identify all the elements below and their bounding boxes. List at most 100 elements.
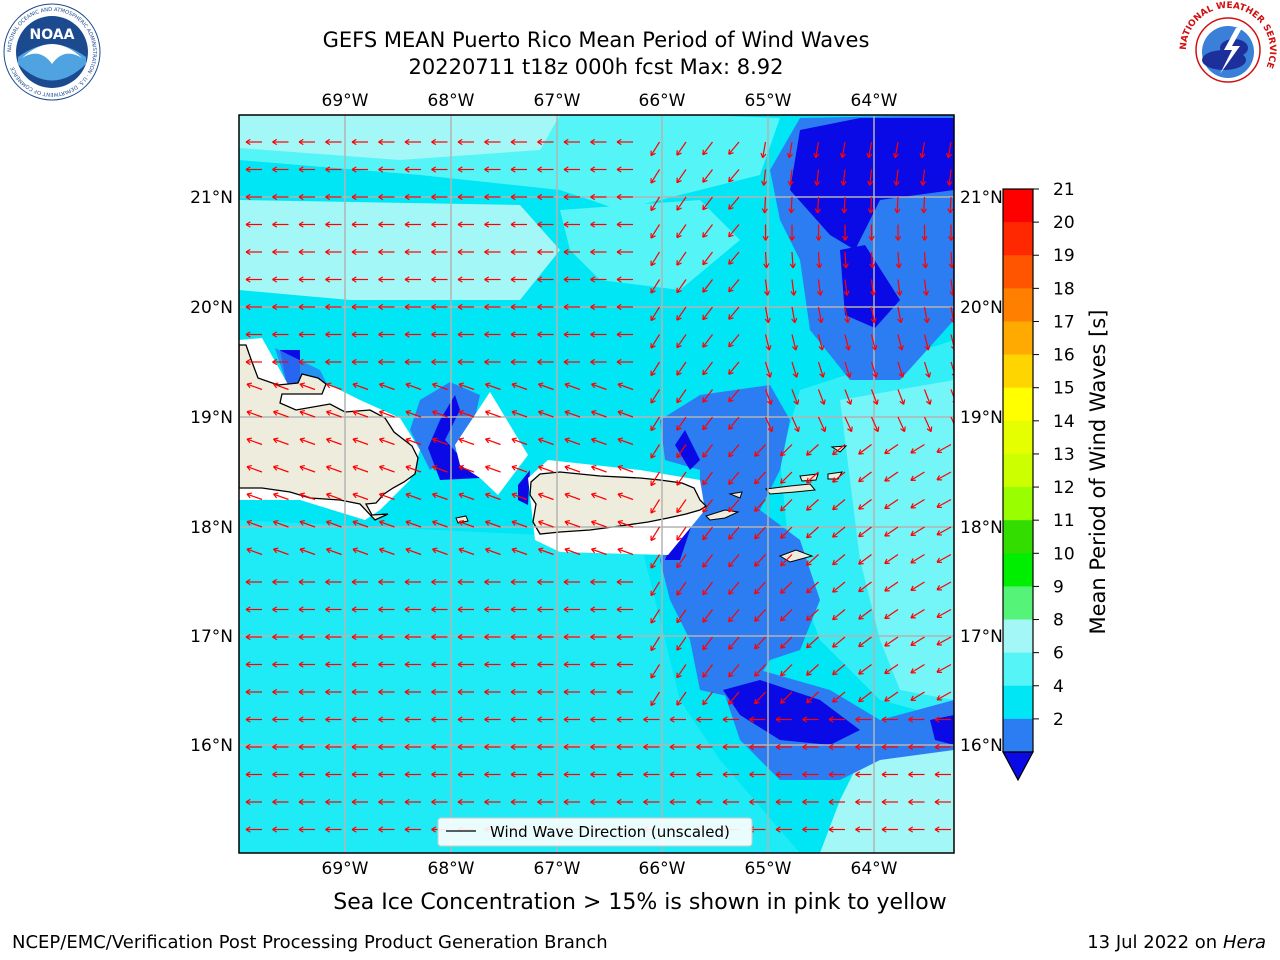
longitude-label-top: 65°W xyxy=(745,91,792,111)
wave-direction-arrowhead xyxy=(754,533,760,540)
wave-direction-arrow xyxy=(844,334,850,351)
wave-direction-arrowhead xyxy=(819,399,826,405)
wave-direction-arrow xyxy=(832,444,846,456)
wave-direction-arrowhead xyxy=(272,409,279,416)
wave-direction-arrow xyxy=(764,416,773,432)
wave-direction-arrowhead xyxy=(457,358,463,366)
wave-direction-arrowhead xyxy=(351,771,357,778)
wave-direction-arrowhead xyxy=(650,150,656,157)
wave-direction-arrowhead xyxy=(511,492,517,499)
wave-direction-arrowhead xyxy=(922,290,930,296)
wave-direction-arrowhead xyxy=(298,771,304,778)
wave-direction-arrow xyxy=(326,548,342,556)
wave-direction-arrow xyxy=(948,169,952,186)
wave-direction-arrowhead xyxy=(272,248,278,256)
wave-direction-arrowhead xyxy=(351,331,357,338)
wave-direction-arrowhead xyxy=(484,464,491,471)
wave-direction-arrow xyxy=(780,691,793,704)
latitude-labels-left: 21°N 20°N 19°N 18°N 17°N 16°N xyxy=(190,188,233,756)
wave-direction-arrowhead xyxy=(617,437,623,444)
wave-direction-arrowhead xyxy=(702,424,708,431)
wave-direction-arrowhead xyxy=(702,204,708,211)
wave-direction-arrowhead xyxy=(352,437,358,444)
wave-direction-arrow xyxy=(832,691,846,703)
wave-direction-arrow xyxy=(870,334,876,351)
longitude-label-top: 64°W xyxy=(851,91,898,111)
wave-direction-arrowhead xyxy=(650,288,656,294)
wave-direction-arrow xyxy=(650,609,661,624)
wave-direction-arrow xyxy=(754,691,766,705)
wave-direction-arrowhead xyxy=(537,303,543,311)
wave-direction-arrowhead xyxy=(650,233,656,239)
wave-direction-arrowhead xyxy=(245,248,251,256)
wave-direction-arrowhead xyxy=(351,826,357,833)
wave-direction-arrowhead xyxy=(676,150,682,156)
wave-direction-arrowhead xyxy=(325,382,332,389)
wave-direction-arrow xyxy=(910,553,925,564)
wave-direction-arrow xyxy=(764,251,768,269)
wave-direction-arrow xyxy=(817,251,821,269)
wave-direction-arrowhead xyxy=(842,263,849,269)
wave-direction-arrowhead xyxy=(457,743,463,751)
wave-direction-arrow xyxy=(858,499,872,510)
wave-direction-arrowhead xyxy=(272,547,279,554)
wave-direction-arrowhead xyxy=(431,303,437,311)
wave-direction-arrowhead xyxy=(702,589,708,596)
wave-direction-arrowhead xyxy=(787,180,794,186)
wave-direction-arrowhead xyxy=(754,506,760,512)
wave-direction-arrowhead xyxy=(813,152,820,159)
wave-direction-arrowhead xyxy=(484,409,491,416)
wave-direction-arrow xyxy=(246,383,263,391)
wave-direction-arrowhead xyxy=(702,314,708,321)
wave-direction-arrowhead xyxy=(325,743,331,751)
wave-direction-arrowhead xyxy=(728,616,734,623)
wave-direction-arrow xyxy=(650,581,661,596)
wave-direction-arrow xyxy=(728,416,740,430)
wave-direction-arrowhead xyxy=(537,606,543,613)
wave-direction-arrowhead xyxy=(351,193,357,201)
wave-direction-arrow xyxy=(564,465,581,473)
wave-direction-arrowhead xyxy=(510,633,516,641)
wave-direction-arrowhead xyxy=(867,180,874,186)
wave-direction-arrowhead xyxy=(791,317,798,324)
wave-direction-arrow xyxy=(650,361,661,376)
wave-direction-arrowhead xyxy=(378,606,384,613)
wave-direction-arrowhead xyxy=(245,221,251,228)
wave-direction-arrow xyxy=(728,471,740,485)
wave-direction-arrowhead xyxy=(702,479,708,486)
wave-direction-arrowhead xyxy=(908,743,914,751)
wave-direction-arrowhead xyxy=(431,519,438,526)
legend-label: Wind Wave Direction (unscaled) xyxy=(490,823,730,841)
colorbar-tick-label: 9 xyxy=(1053,577,1064,597)
wave-direction-arrow xyxy=(702,196,713,211)
wave-direction-arrowhead xyxy=(884,558,890,565)
wave-direction-arrowhead xyxy=(676,562,682,569)
wave-direction-arrowhead xyxy=(564,519,570,526)
wave-direction-arrowhead xyxy=(511,547,517,554)
wave-direction-arrowhead xyxy=(564,437,570,444)
wave-direction-arrowhead xyxy=(650,178,656,184)
wave-direction-arrowhead xyxy=(404,578,410,586)
wave-direction-arrowhead xyxy=(537,437,544,444)
wave-direction-arrowhead xyxy=(590,547,597,554)
wave-direction-arrowhead xyxy=(590,138,596,146)
wave-direction-arrowhead xyxy=(775,798,781,806)
wave-direction-arrowhead xyxy=(650,700,656,707)
wave-direction-arrowhead xyxy=(272,688,278,696)
colorbar-segment xyxy=(1003,553,1033,587)
wave-direction-arrow xyxy=(806,609,819,621)
land-vieques xyxy=(705,509,740,521)
wave-direction-arrowhead xyxy=(351,248,357,256)
wave-direction-arrowhead xyxy=(351,688,357,696)
wave-direction-arrow xyxy=(780,636,793,649)
colorbar-frame xyxy=(1002,188,1034,753)
wave-direction-arrow xyxy=(273,383,289,391)
wave-direction-arrowhead xyxy=(892,152,899,159)
wave-direction-arrowhead xyxy=(404,743,410,751)
wave-direction-arrowhead xyxy=(351,578,357,586)
wave-direction-arrowhead xyxy=(728,534,734,540)
wave-direction-arrowhead xyxy=(351,716,357,723)
wave-direction-arrowhead xyxy=(510,771,516,778)
wave-direction-arrowhead xyxy=(843,290,850,296)
wave-direction-arrowhead xyxy=(245,331,251,338)
